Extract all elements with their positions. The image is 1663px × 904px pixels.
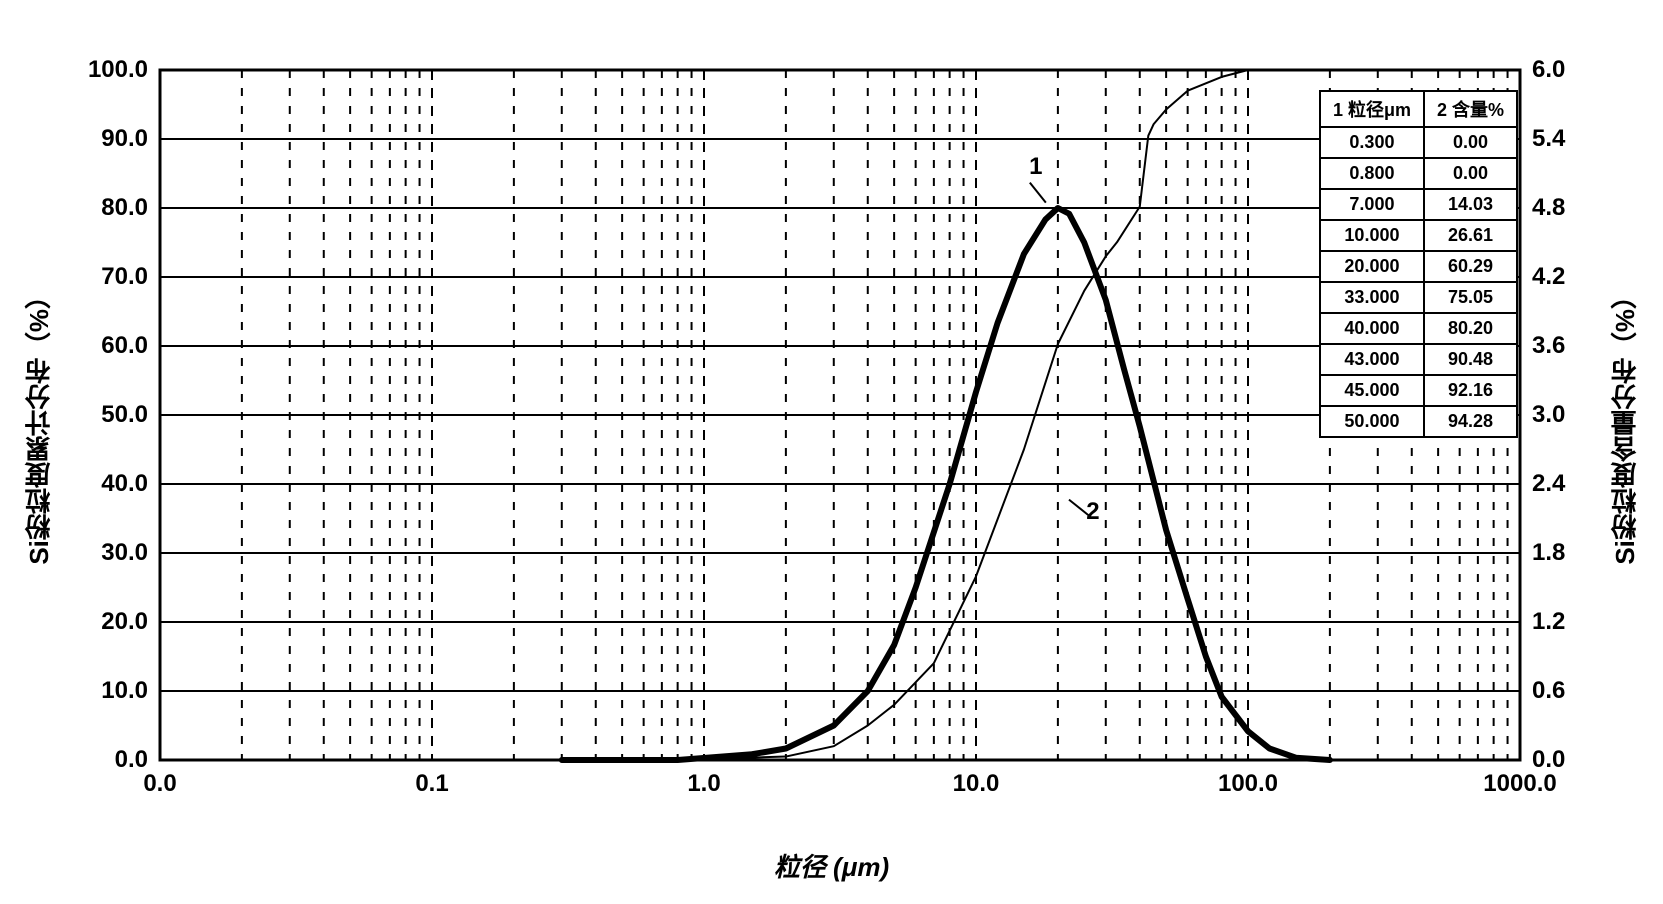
tick-label: 90.0: [101, 125, 148, 153]
data-table: 1 粒径μm2 含量%0.3000.000.8000.007.00014.031…: [1319, 90, 1518, 438]
table-cell: 7.000: [1320, 189, 1424, 220]
curve-label: 2: [1086, 498, 1099, 526]
table-row: 20.00060.29: [1320, 251, 1517, 282]
table-header: 1 粒径μm: [1320, 91, 1424, 127]
tick-label: 4.2: [1532, 263, 1565, 291]
tick-label: 5.4: [1532, 125, 1565, 153]
y-axis-left-label: Si粉粒度累计分布（%）: [20, 283, 57, 565]
table-cell: 0.800: [1320, 158, 1424, 189]
tick-label: 10.0: [101, 677, 148, 705]
tick-label: 70.0: [101, 263, 148, 291]
table-row: 7.00014.03: [1320, 189, 1517, 220]
table-row: 0.3000.00: [1320, 127, 1517, 158]
table-cell: 92.16: [1424, 375, 1517, 406]
tick-label: 1.2: [1532, 608, 1565, 636]
table-cell: 33.000: [1320, 282, 1424, 313]
table-cell: 26.61: [1424, 220, 1517, 251]
tick-label: 20.0: [101, 608, 148, 636]
table-header: 2 含量%: [1424, 91, 1517, 127]
table-row: 10.00026.61: [1320, 220, 1517, 251]
y-axis-right-label: Si粉粒度含量分布（%）: [1606, 283, 1643, 565]
tick-label: 1.0: [687, 770, 720, 798]
tick-label: 80.0: [101, 194, 148, 222]
curve-label: 1: [1029, 153, 1042, 181]
table-cell: 0.00: [1424, 158, 1517, 189]
tick-label: 60.0: [101, 332, 148, 360]
table-cell: 0.300: [1320, 127, 1424, 158]
table-row: 33.00075.05: [1320, 282, 1517, 313]
table-row: 45.00092.16: [1320, 375, 1517, 406]
tick-label: 1000.0: [1483, 770, 1556, 798]
tick-label: 10.0: [953, 770, 1000, 798]
table-cell: 94.28: [1424, 406, 1517, 437]
tick-label: 3.6: [1532, 332, 1565, 360]
table-cell: 80.20: [1424, 313, 1517, 344]
table-cell: 50.000: [1320, 406, 1424, 437]
tick-label: 2.4: [1532, 470, 1565, 498]
tick-label: 100.0: [1218, 770, 1278, 798]
table-cell: 0.00: [1424, 127, 1517, 158]
table-row: 0.8000.00: [1320, 158, 1517, 189]
table-row: 50.00094.28: [1320, 406, 1517, 437]
table-cell: 60.29: [1424, 251, 1517, 282]
table-cell: 43.000: [1320, 344, 1424, 375]
table-cell: 14.03: [1424, 189, 1517, 220]
table-cell: 90.48: [1424, 344, 1517, 375]
tick-label: 30.0: [101, 539, 148, 567]
tick-label: 0.1: [415, 770, 448, 798]
tick-label: 50.0: [101, 401, 148, 429]
x-axis-label: 粒径 (μm): [774, 847, 889, 884]
table-cell: 45.000: [1320, 375, 1424, 406]
tick-label: 3.0: [1532, 401, 1565, 429]
table-row: 40.00080.20: [1320, 313, 1517, 344]
table-cell: 20.000: [1320, 251, 1424, 282]
table-cell: 10.000: [1320, 220, 1424, 251]
tick-label: 100.0: [88, 56, 148, 84]
table-cell: 75.05: [1424, 282, 1517, 313]
tick-label: 4.8: [1532, 194, 1565, 222]
table-cell: 40.000: [1320, 313, 1424, 344]
tick-label: 0.6: [1532, 677, 1565, 705]
tick-label: 6.0: [1532, 56, 1565, 84]
tick-label: 40.0: [101, 470, 148, 498]
table-row: 43.00090.48: [1320, 344, 1517, 375]
tick-label: 1.8: [1532, 539, 1565, 567]
particle-distribution-chart: Si粉粒度累计分布（%） Si粉粒度含量分布（%） 粒径 (μm) 1 粒径μm…: [20, 20, 1643, 884]
tick-label: 0.0: [143, 770, 176, 798]
